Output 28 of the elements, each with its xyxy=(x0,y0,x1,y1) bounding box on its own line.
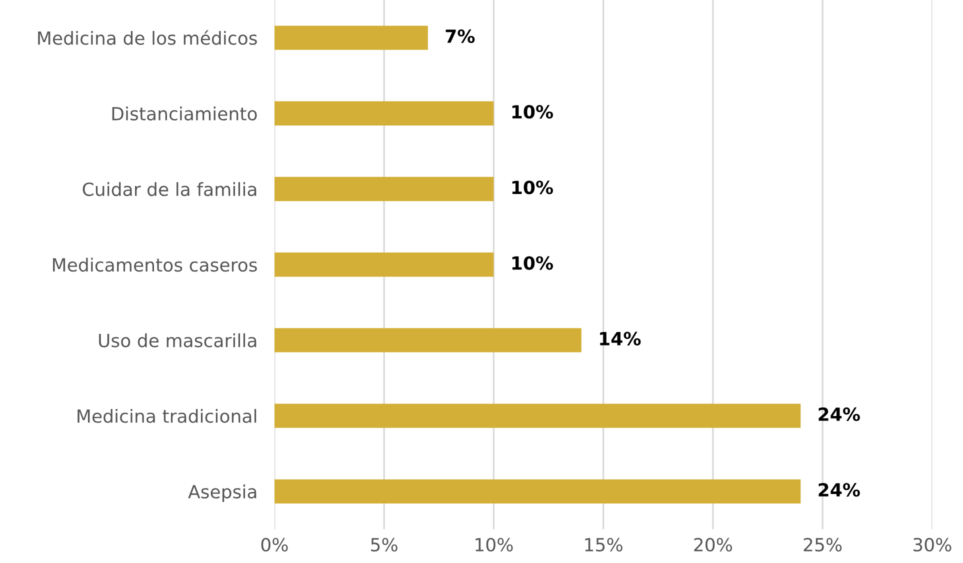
x-tick-label: 25% xyxy=(804,538,842,552)
data-label: 10% xyxy=(512,256,554,270)
x-tick-label: 10% xyxy=(476,538,513,552)
x-tick-label: 30% xyxy=(913,538,952,552)
bar xyxy=(274,176,494,202)
data-label: 10% xyxy=(512,104,554,119)
y-tick-label: Medicamentos caseros xyxy=(53,258,257,272)
y-tick-label: Cuidar de la familia xyxy=(82,182,256,196)
data-label: 14% xyxy=(600,332,641,346)
y-tick-label: Medicina de los médicos xyxy=(38,30,257,45)
y-tick-label: Asepsia xyxy=(188,484,256,502)
bar xyxy=(274,252,494,277)
data-label: 24% xyxy=(818,483,860,497)
bar xyxy=(274,479,801,504)
y-tick-label: Medicina tradicional xyxy=(78,408,256,423)
bar xyxy=(274,101,494,126)
x-tick-label: 20% xyxy=(694,538,732,552)
bar xyxy=(274,404,801,428)
x-tick-label: 0% xyxy=(261,538,288,552)
y-tick-label: Distanciamiento xyxy=(112,106,257,121)
bar xyxy=(274,26,428,50)
data-label: 10% xyxy=(512,180,554,194)
x-tick-label: 15% xyxy=(585,538,622,552)
y-tick-label: Uso de mascarilla xyxy=(99,333,256,348)
bar xyxy=(274,328,582,352)
data-label: 7% xyxy=(446,29,475,44)
x-tick-label: 5% xyxy=(371,538,398,552)
data-label: 24% xyxy=(818,407,860,422)
